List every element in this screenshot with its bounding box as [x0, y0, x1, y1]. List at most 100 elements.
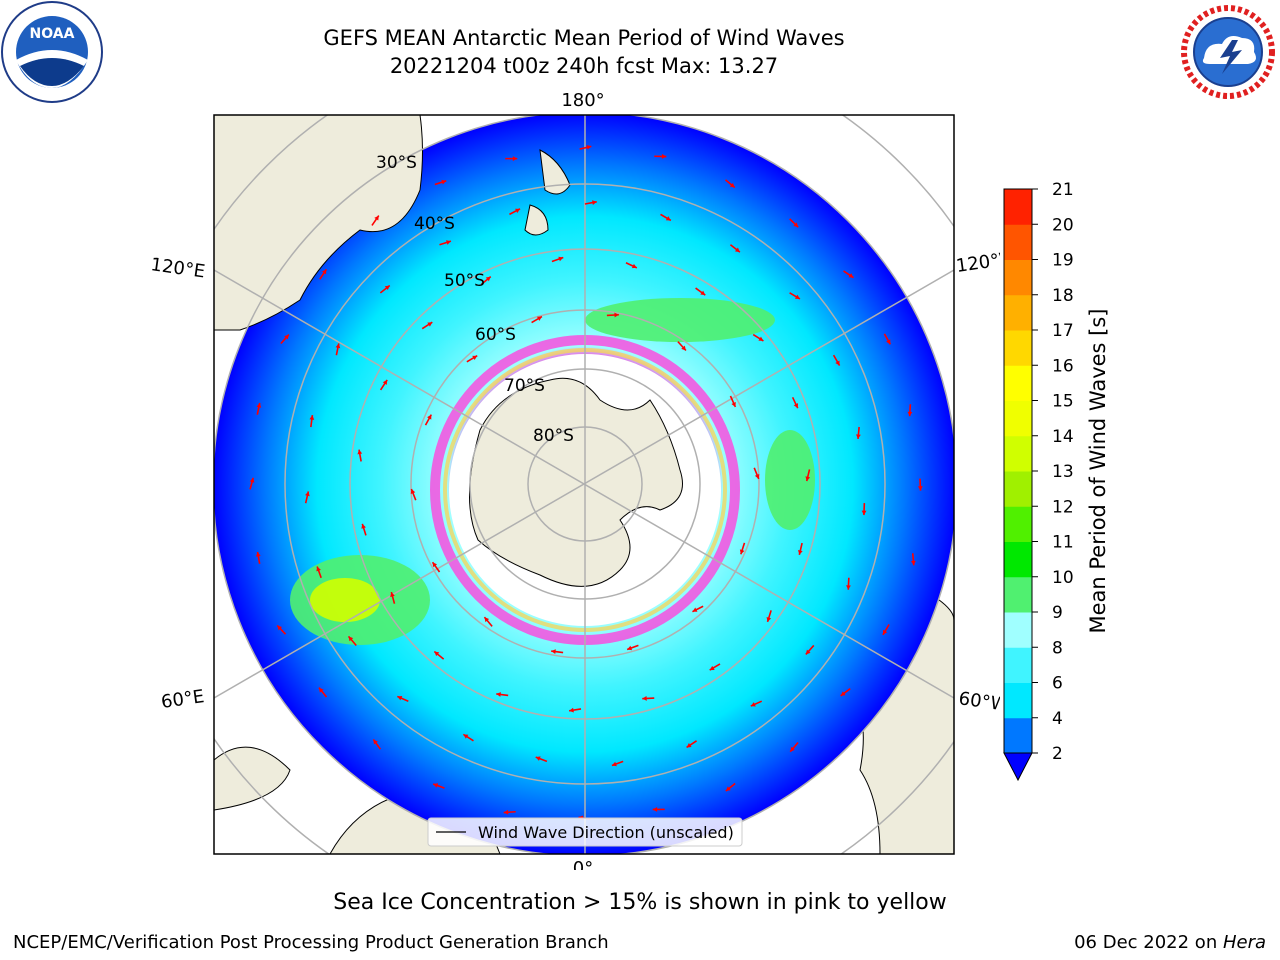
wind-arrow-head — [661, 154, 667, 159]
colorbar-cell — [1004, 400, 1032, 437]
wind-arrow-head — [917, 486, 923, 491]
wind-arrow-head — [335, 343, 341, 349]
colorbar-tick-label: 6 — [1052, 674, 1063, 694]
wind-arrow-head — [284, 334, 289, 340]
nws-logo — [1180, 4, 1276, 100]
graticule — [214, 115, 954, 854]
wind-arrow-head — [427, 414, 432, 420]
colorbar-cell — [1004, 435, 1032, 472]
colorbar-ticks: 2 4 6 8 9 10 11 12 13 14 15 16 17 18 19 20 21 — [1032, 180, 1074, 764]
wind-arrow-head — [397, 695, 403, 701]
wind-arrow-head — [793, 403, 799, 409]
wind-arrow-head — [357, 449, 363, 455]
footer-date: 06 Dec 2022 on — [1074, 932, 1223, 953]
colorbar-cell — [1004, 294, 1032, 331]
wind-arrow-head — [642, 696, 647, 701]
wind-arrow-head — [835, 360, 840, 366]
colorbar-cell — [1004, 576, 1032, 613]
wind-arrow-head — [910, 560, 916, 566]
wind-arrow-head — [446, 240, 451, 245]
colorbar-tick-label: 10 — [1052, 568, 1074, 588]
colorbar-tick-label: 13 — [1052, 462, 1074, 482]
wind-arrow-head — [739, 549, 745, 555]
colorbar-label: Mean Period of Wind Waves [s] — [1086, 309, 1110, 634]
wind-arrow-head — [535, 756, 541, 761]
colorbar-underflow-arrow — [1003, 752, 1033, 782]
colorbar-cells — [1004, 189, 1032, 754]
wind-arrow-head — [256, 402, 262, 408]
sea-ice-caption: Sea Ice Concentration > 15% is shown in … — [333, 890, 947, 915]
noaa-logo-text: NOAA — [30, 26, 75, 42]
wind-arrow-head — [433, 783, 439, 788]
lon-label-top: 180° — [561, 90, 604, 111]
wind-arrow-head — [255, 551, 261, 557]
wind-arrow-head — [515, 208, 521, 213]
wind-arrow-head — [558, 256, 564, 262]
wind-arrow-head — [361, 523, 366, 529]
wind-arrow-head — [754, 474, 760, 479]
wind-arrow-head — [848, 273, 854, 278]
colorbar-cell — [1004, 365, 1032, 401]
wind-arrow-head — [382, 379, 388, 385]
colorbar-cell — [1004, 471, 1032, 507]
wind-wave-arrows — [249, 145, 923, 821]
lat-label-50s: 50°S — [444, 271, 485, 291]
footer-machine: Hera — [1222, 932, 1266, 953]
wind-arrow-head — [277, 625, 283, 631]
wind-arrow-head — [846, 585, 851, 590]
colorbar-cell — [1004, 682, 1032, 719]
wind-arrow-head — [729, 182, 735, 188]
colorbar-cell — [1004, 259, 1032, 296]
wind-arrow-head — [536, 316, 542, 321]
wind-arrow-head — [373, 739, 378, 745]
colorbar: 2 4 6 8 9 10 11 12 13 14 15 16 17 18 19 20 21 Mean Perio… — [1003, 180, 1110, 782]
wind-arrow-head — [427, 322, 433, 327]
wind-arrow-head — [907, 411, 913, 417]
wind-arrow-head — [750, 702, 756, 707]
wind-arrow-head — [309, 415, 315, 420]
colorbar-cell — [1004, 224, 1032, 260]
colorbar-tick-label: 9 — [1052, 603, 1063, 623]
colorbar-cell — [1004, 541, 1032, 578]
wind-arrow-head — [734, 247, 740, 253]
wind-arrow-head — [840, 691, 846, 696]
wind-arrow-head — [631, 263, 637, 269]
colorbar-tick-label: 11 — [1052, 533, 1074, 553]
colorbar-cell — [1004, 647, 1032, 683]
wind-arrow-head — [305, 491, 310, 497]
colorbar-tick-label: 21 — [1052, 180, 1074, 200]
colorbar-cell — [1004, 612, 1032, 648]
map-legend: Wind Wave Direction (unscaled) — [427, 817, 743, 847]
lat-label-80s: 80°S — [533, 426, 574, 446]
wind-arrow-head — [512, 156, 518, 162]
wind-arrow-head — [681, 345, 686, 351]
wind-arrow-head — [390, 592, 395, 597]
colorbar-cell — [1004, 717, 1032, 754]
map-subtitle: 20221204 t00z 240h fcst Max: 13.27 — [389, 54, 779, 78]
wind-arrow-head — [484, 617, 490, 623]
colorbar-tick-label: 2 — [1052, 744, 1063, 764]
wind-arrow-head — [321, 269, 327, 275]
legend-label: Wind Wave Direction (unscaled) — [478, 823, 734, 842]
wind-arrow-head — [686, 743, 692, 748]
colorbar-tick-label: 16 — [1052, 356, 1074, 376]
lon-label-bottom: 0° — [573, 858, 593, 870]
wind-arrow-head — [758, 336, 764, 341]
wind-arrow-head — [410, 488, 416, 494]
wind-arrow-head — [692, 607, 698, 612]
colorbar-tick-label: 18 — [1052, 286, 1074, 306]
polar-map: 180° 0° 120°E 60°E 120°W 60°W 30°S 40°S … — [149, 90, 1000, 870]
colorbar-tick-label: 4 — [1052, 709, 1063, 729]
wind-arrow-head — [665, 216, 671, 221]
wind-arrow-head — [432, 562, 438, 568]
wind-arrow-head — [485, 276, 491, 282]
colorbar-tick-label: 20 — [1052, 215, 1074, 235]
wind-arrow-head — [790, 746, 795, 752]
colorbar-tick-label: 15 — [1052, 392, 1074, 412]
wind-arrow-head — [725, 786, 731, 792]
lat-label-60s: 60°S — [475, 325, 516, 345]
wind-arrow-head — [731, 401, 736, 407]
wind-arrow-head — [805, 476, 811, 482]
australia-landmass — [214, 115, 423, 331]
wind-arrow-head — [318, 687, 324, 693]
